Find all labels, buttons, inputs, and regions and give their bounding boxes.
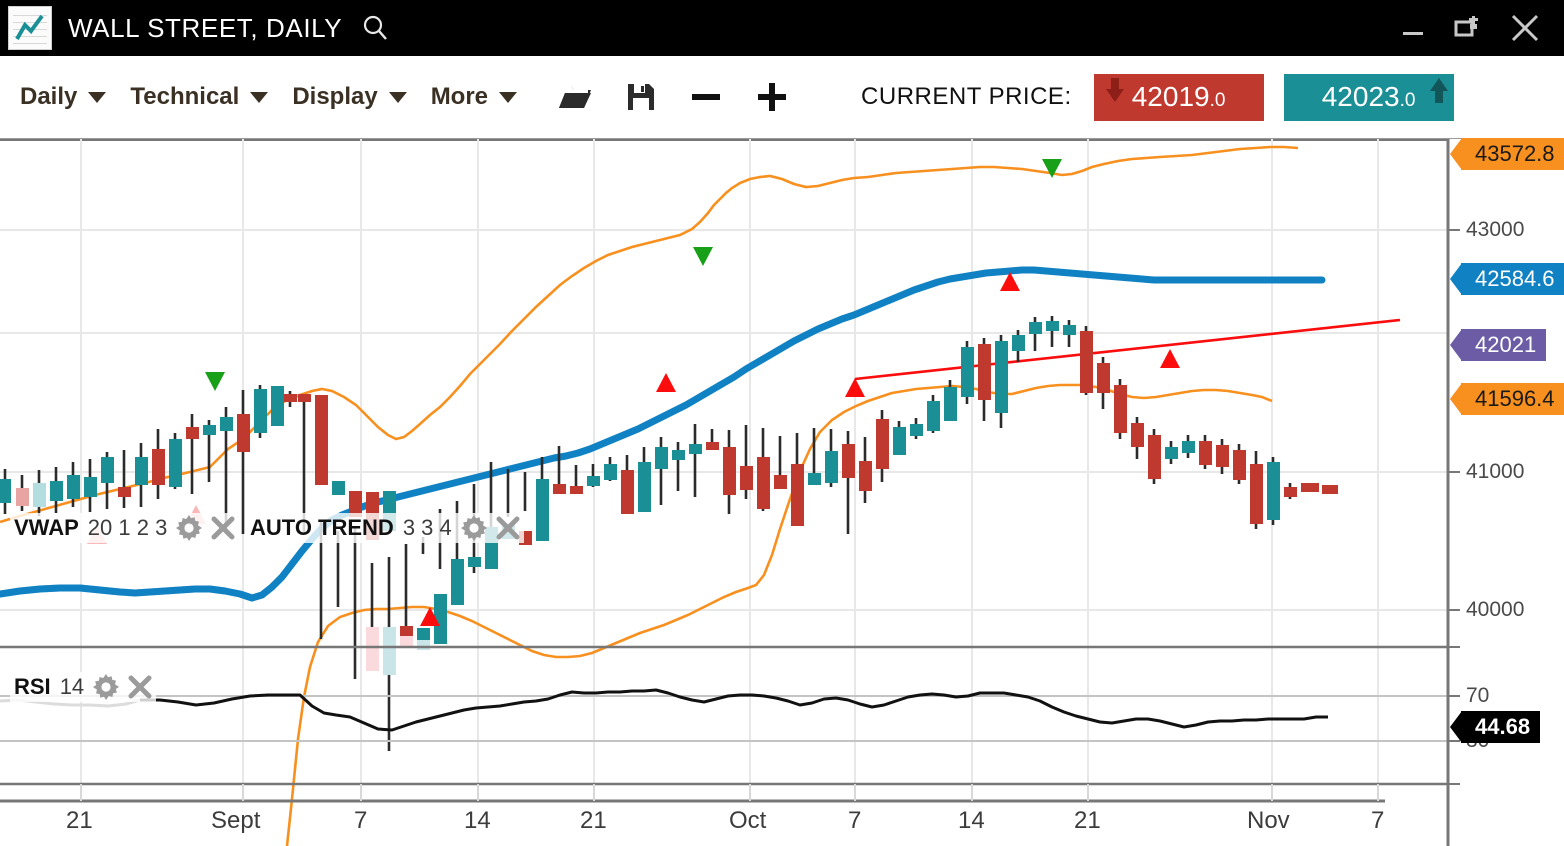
current-price-label: CURRENT PRICE:	[861, 83, 1072, 110]
close-icon[interactable]	[128, 675, 152, 699]
toolbar: Daily Technical Display More	[0, 56, 1564, 139]
date-label-2: 7	[354, 807, 368, 834]
chevron-down-icon	[88, 91, 107, 103]
date-label-9: Nov	[1247, 807, 1290, 834]
zoom-out-minus-icon[interactable]	[689, 82, 723, 112]
open-folder-icon[interactable]	[557, 82, 593, 112]
date-label-7: 14	[958, 807, 985, 834]
close-icon[interactable]	[1508, 11, 1542, 45]
buy-marker-icon	[845, 378, 865, 397]
vwap-upper-band	[0, 145, 1299, 524]
buy-marker-icon	[420, 607, 440, 626]
ask-price-badge[interactable]: 42023.0	[1283, 73, 1454, 121]
app-logo-icon	[8, 6, 52, 50]
upper-band-value: 43572.8	[1475, 141, 1555, 166]
bid-price-value: 42019	[1131, 81, 1210, 112]
arrow-up-icon	[1429, 77, 1448, 103]
chevron-down-icon	[499, 91, 518, 103]
date-label-6: 7	[848, 807, 862, 834]
indicator-params-vwap: 20 1 2 3	[87, 515, 168, 540]
date-label-1: Sept	[211, 807, 261, 834]
menu-technical[interactable]: Technical	[130, 83, 269, 111]
menu-more[interactable]: More	[430, 83, 518, 111]
chart-area[interactable]: VWAP 20 1 2 3 AUTO TREND 3 3 4	[0, 138, 1564, 846]
indicator-params-auto-trend: 3 3 4	[402, 515, 452, 540]
sell-marker-icon	[205, 372, 225, 391]
last-price-value-tag[interactable]: 42021	[1450, 329, 1547, 361]
bid-price-decimal: .0	[1209, 90, 1226, 111]
menu-more-label: More	[430, 83, 489, 110]
date-label-0: 21	[66, 807, 93, 834]
buy-marker-icon	[656, 373, 676, 392]
chevron-down-icon	[250, 91, 269, 103]
minimize-icon[interactable]	[1400, 15, 1426, 41]
date-label-5: Oct	[729, 807, 767, 834]
rsi-tick-70: 70	[1466, 684, 1490, 707]
search-icon[interactable]	[360, 13, 390, 43]
chevron-down-icon	[388, 91, 407, 103]
ask-price-decimal: .0	[1399, 90, 1416, 111]
date-label-4: 21	[580, 807, 607, 834]
price-tick-43000: 43000	[1466, 218, 1525, 241]
moving-average-value: 42584.6	[1475, 266, 1555, 291]
date-label-8: 21	[1074, 807, 1101, 834]
gear-icon[interactable]	[176, 515, 203, 541]
menu-daily[interactable]: Daily	[20, 83, 107, 111]
gear-icon[interactable]	[460, 515, 487, 541]
rsi-value-tag[interactable]: 44.68	[1450, 711, 1541, 743]
close-icon[interactable]	[211, 516, 235, 540]
lower-band-value-tag[interactable]: 41596.4	[1450, 383, 1564, 415]
indicator-legend-vwap[interactable]: VWAP 20 1 2 3	[10, 513, 240, 543]
rsi-value: 44.68	[1475, 714, 1531, 739]
indicator-legend-rsi[interactable]: RSI 14	[10, 672, 157, 702]
sell-marker-icon	[1042, 159, 1062, 178]
buy-marker-icon	[1000, 272, 1020, 291]
upper-band-value-tag[interactable]: 43572.8	[1450, 138, 1564, 170]
save-disk-icon[interactable]	[625, 81, 657, 113]
close-icon[interactable]	[496, 516, 520, 540]
price-chart-svg	[0, 139, 1460, 846]
indicator-legend-auto-trend[interactable]: AUTO TREND 3 3 4	[246, 513, 524, 543]
moving-average-value-tag[interactable]: 42584.6	[1450, 263, 1564, 295]
price-tick-40000: 40000	[1466, 598, 1525, 621]
restore-window-icon[interactable]	[1452, 13, 1482, 43]
indicator-name-vwap: VWAP	[14, 515, 79, 540]
ask-price-value: 42023	[1321, 81, 1400, 112]
app-title: WALL STREET, DAILY	[68, 12, 343, 43]
menu-display[interactable]: Display	[292, 83, 407, 111]
menu-display-label: Display	[292, 83, 378, 110]
indicator-name-rsi: RSI	[14, 674, 51, 699]
auto-trend-line	[854, 318, 1401, 381]
title-bar: WALL STREET, DAILY	[0, 0, 1564, 56]
arrow-down-icon	[1105, 77, 1124, 102]
indicator-name-auto-trend: AUTO TREND	[250, 515, 394, 540]
lower-band-value: 41596.4	[1475, 386, 1555, 411]
moving-average-line-main	[0, 266, 1326, 602]
sell-marker-icon	[693, 247, 713, 266]
window-controls	[1400, 11, 1564, 45]
date-label-3: 14	[464, 807, 491, 834]
date-label-10: 7	[1371, 807, 1385, 834]
price-tick-41000: 41000	[1466, 460, 1525, 483]
bid-price-badge[interactable]: 42019.0	[1093, 73, 1264, 121]
last-price-value: 42021	[1475, 332, 1537, 357]
rsi-line-main	[140, 688, 1328, 732]
menu-technical-label: Technical	[130, 83, 240, 110]
menu-daily-label: Daily	[20, 83, 78, 110]
gear-icon[interactable]	[93, 674, 120, 700]
zoom-in-plus-icon[interactable]	[755, 80, 789, 114]
indicator-params-rsi: 14	[59, 674, 85, 699]
buy-marker-icon	[1160, 349, 1180, 368]
